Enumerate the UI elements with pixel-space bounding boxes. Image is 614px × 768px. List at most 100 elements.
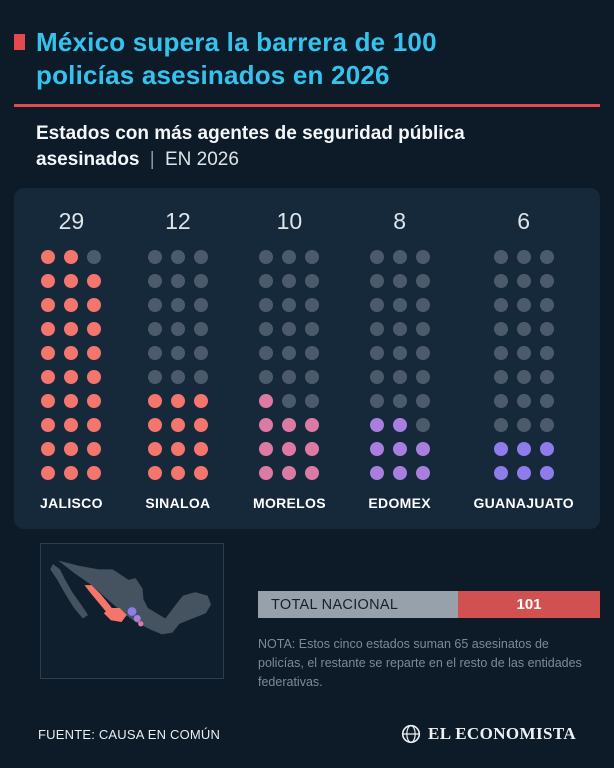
dot-filled [64,346,79,361]
dot-empty [516,274,531,289]
waffle-chart: 29 JALISCO 12 SINALOA 10 MORELOS 8 EDOMEX 6 GUANA… [14,188,600,530]
state-label: GUANAJUATO [473,495,574,512]
dot-empty [415,370,430,385]
dot-grid [41,250,102,481]
dot-filled [305,466,320,481]
dot-empty [369,298,384,313]
dot-filled [193,466,208,481]
dot-empty [170,274,185,289]
dot-empty [193,250,208,265]
state-count: 10 [276,208,303,235]
dot-empty [493,274,508,289]
dot-empty [392,346,407,361]
dot-empty [369,250,384,265]
dot-filled [87,442,102,457]
dot-filled [41,442,56,457]
dot-empty [170,250,185,265]
map-region-edomex [133,614,141,622]
dot-empty [259,298,274,313]
dot-empty [539,370,554,385]
dot-empty [493,322,508,337]
dot-empty [193,370,208,385]
dot-filled [170,394,185,409]
dot-filled [369,442,384,457]
header-divider [14,104,600,107]
dot-empty [539,394,554,409]
dot-filled [87,298,102,313]
dot-filled [147,394,162,409]
dot-empty [147,346,162,361]
subtitle-separator: | [149,148,155,170]
dot-filled [87,394,102,409]
map-mainland [58,560,212,635]
state-count: 8 [393,208,407,235]
dot-empty [415,418,430,433]
dot-filled [493,442,508,457]
dot-filled [41,418,56,433]
waffle-column-jalisco: 29 JALISCO [40,208,103,511]
dot-filled [415,442,430,457]
dot-filled [64,418,79,433]
state-count: 6 [517,208,531,235]
note-text: NOTA: Estos cinco estados suman 65 asesi… [258,637,582,689]
dot-empty [305,250,320,265]
dot-filled [87,418,102,433]
dot-empty [369,322,384,337]
dot-grid [259,250,320,481]
dot-empty [493,370,508,385]
dot-filled [516,466,531,481]
dot-empty [539,322,554,337]
dot-grid [147,250,208,481]
dot-empty [415,346,430,361]
dot-filled [41,250,56,265]
dot-empty [259,346,274,361]
dot-empty [493,394,508,409]
map-region-sinaloa [84,584,115,614]
dot-filled [64,466,79,481]
dot-empty [516,370,531,385]
dot-empty [516,418,531,433]
dot-filled [41,346,56,361]
brand: EL ECONOMISTA [401,724,576,744]
dot-empty [493,418,508,433]
dot-filled [41,370,56,385]
dot-filled [170,442,185,457]
dot-empty [516,394,531,409]
dot-empty [170,298,185,313]
dot-empty [193,274,208,289]
globe-icon [401,724,421,744]
dot-filled [516,442,531,457]
state-label: SINALOA [145,495,211,512]
dot-empty [493,298,508,313]
dot-filled [64,394,79,409]
dot-filled [259,442,274,457]
dot-filled [282,418,297,433]
dot-empty [493,346,508,361]
dot-empty [259,274,274,289]
dot-filled [87,322,102,337]
dot-filled [193,442,208,457]
total-label: TOTAL NACIONAL [258,591,458,619]
dot-empty [539,418,554,433]
dot-empty [415,274,430,289]
page-title: México supera la barrera de 100 policías… [36,27,437,90]
dot-filled [305,442,320,457]
dot-empty [516,298,531,313]
dot-filled [369,466,384,481]
dot-empty [415,322,430,337]
dot-filled [493,466,508,481]
dot-empty [282,322,297,337]
dot-filled [41,298,56,313]
dot-empty [392,322,407,337]
dot-filled [282,466,297,481]
map-region-guanajuato [127,606,137,616]
dot-filled [64,370,79,385]
dot-grid [369,250,430,481]
waffle-column-sinaloa: 12 SINALOA [145,208,210,511]
summary-row: TOTAL NACIONAL 101 NOTA: Estos cinco est… [14,543,600,704]
dot-filled [41,466,56,481]
dot-empty [369,394,384,409]
dot-empty [282,370,297,385]
subtitle-period: EN 2026 [165,148,239,170]
dot-empty [305,370,320,385]
